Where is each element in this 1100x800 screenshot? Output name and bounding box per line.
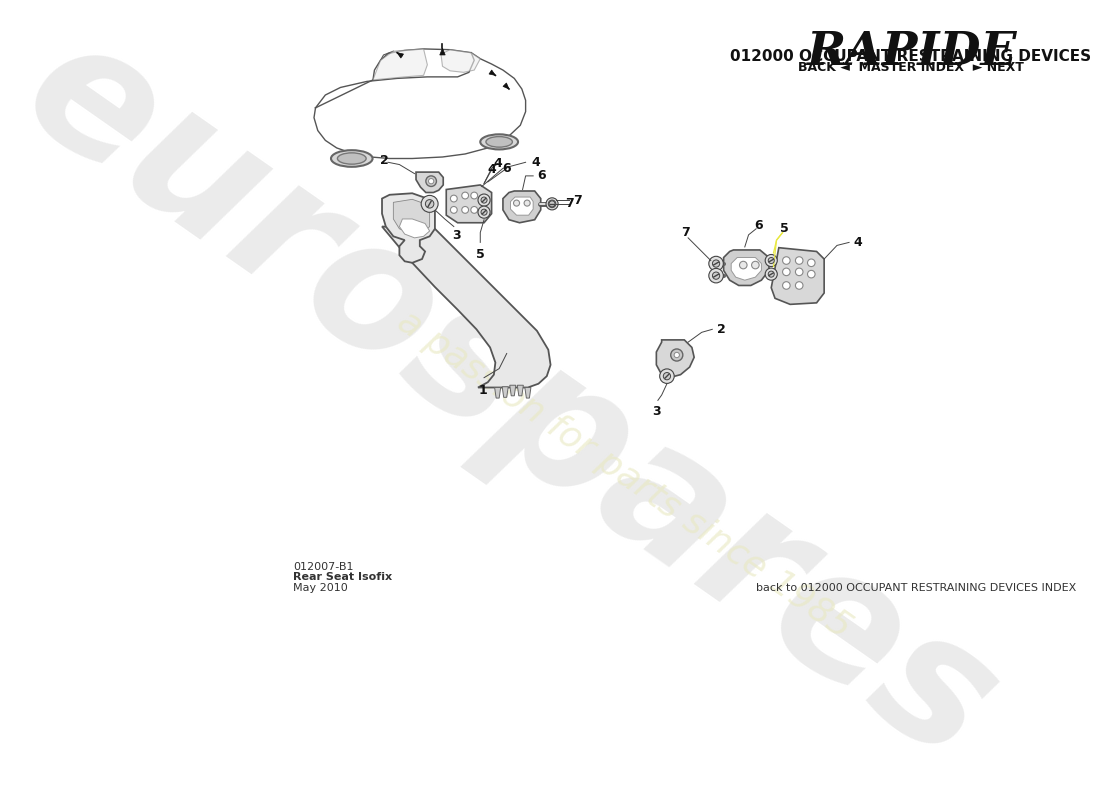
Polygon shape (657, 340, 694, 378)
Circle shape (795, 268, 803, 276)
Circle shape (807, 259, 815, 266)
Text: 4: 4 (487, 163, 496, 176)
Text: 3: 3 (452, 229, 461, 242)
Polygon shape (495, 387, 500, 398)
Ellipse shape (481, 134, 518, 150)
Text: 6: 6 (537, 170, 546, 182)
Circle shape (807, 270, 815, 278)
Text: 6: 6 (503, 162, 512, 175)
Polygon shape (490, 70, 495, 75)
Text: 6: 6 (755, 218, 762, 231)
Circle shape (478, 194, 491, 206)
Polygon shape (503, 83, 509, 89)
Polygon shape (382, 226, 551, 387)
Circle shape (450, 206, 458, 214)
Polygon shape (382, 194, 435, 262)
Polygon shape (397, 53, 404, 58)
Circle shape (514, 200, 519, 206)
Text: 2: 2 (717, 323, 726, 336)
Ellipse shape (486, 137, 513, 147)
Circle shape (421, 195, 438, 212)
Text: 7: 7 (682, 226, 690, 239)
Polygon shape (517, 386, 524, 396)
Circle shape (795, 282, 803, 290)
Circle shape (471, 192, 477, 199)
Text: 4: 4 (531, 156, 540, 169)
Text: a passion for parts since 1985: a passion for parts since 1985 (390, 304, 857, 645)
Text: 5: 5 (780, 222, 789, 235)
Polygon shape (510, 197, 534, 215)
Text: May 2010: May 2010 (293, 582, 348, 593)
Text: 012000 OCCUPANT RESTRAINING DEVICES: 012000 OCCUPANT RESTRAINING DEVICES (730, 49, 1091, 64)
Polygon shape (503, 191, 541, 222)
Polygon shape (509, 386, 516, 396)
Text: 4: 4 (493, 158, 502, 170)
Circle shape (782, 268, 790, 276)
Text: 3: 3 (652, 405, 661, 418)
Polygon shape (525, 387, 531, 398)
Polygon shape (771, 248, 824, 304)
Circle shape (782, 257, 790, 264)
Polygon shape (399, 219, 430, 238)
Circle shape (549, 201, 556, 207)
Circle shape (768, 258, 774, 263)
Polygon shape (732, 258, 761, 280)
Circle shape (450, 195, 458, 202)
Circle shape (481, 209, 487, 215)
Ellipse shape (338, 153, 366, 164)
Text: 2: 2 (379, 154, 388, 166)
Circle shape (795, 257, 803, 264)
Polygon shape (441, 50, 481, 72)
Circle shape (546, 198, 558, 210)
Circle shape (471, 206, 477, 214)
Text: back to 012000 OCCUPANT RESTRAINING DEVICES INDEX: back to 012000 OCCUPANT RESTRAINING DEVI… (756, 582, 1076, 593)
Circle shape (766, 268, 778, 280)
Circle shape (481, 197, 487, 203)
Circle shape (663, 373, 671, 380)
Polygon shape (503, 386, 508, 398)
Circle shape (751, 262, 759, 269)
Circle shape (524, 200, 530, 206)
Circle shape (782, 282, 790, 290)
Text: 012007-B1: 012007-B1 (293, 562, 353, 572)
Circle shape (674, 352, 680, 358)
Circle shape (426, 200, 433, 208)
Polygon shape (373, 49, 428, 80)
Circle shape (548, 200, 556, 208)
Polygon shape (416, 172, 443, 193)
Text: Rear Seat Isofix: Rear Seat Isofix (293, 572, 392, 582)
Text: 5: 5 (476, 249, 485, 262)
Polygon shape (724, 250, 769, 286)
Circle shape (462, 192, 469, 199)
Circle shape (768, 271, 774, 277)
Text: RAPIDE: RAPIDE (806, 29, 1016, 74)
Circle shape (478, 206, 491, 218)
Circle shape (766, 254, 778, 266)
Circle shape (426, 176, 437, 186)
Text: eurospares: eurospares (0, 0, 1028, 798)
Circle shape (660, 369, 674, 383)
Polygon shape (440, 48, 446, 55)
Polygon shape (447, 185, 492, 222)
Circle shape (713, 272, 719, 279)
Polygon shape (394, 199, 430, 234)
Circle shape (708, 256, 724, 271)
Circle shape (462, 206, 469, 214)
Circle shape (671, 349, 683, 361)
Ellipse shape (331, 150, 373, 167)
Text: BACK ◄  MASTER INDEX  ► NEXT: BACK ◄ MASTER INDEX ► NEXT (799, 61, 1024, 74)
Circle shape (708, 268, 724, 283)
Circle shape (713, 260, 719, 267)
Circle shape (429, 178, 433, 184)
Text: 7: 7 (573, 194, 582, 206)
Circle shape (739, 262, 747, 269)
Text: 7: 7 (565, 198, 574, 210)
Text: 4: 4 (854, 236, 862, 249)
Text: 1: 1 (478, 384, 487, 397)
